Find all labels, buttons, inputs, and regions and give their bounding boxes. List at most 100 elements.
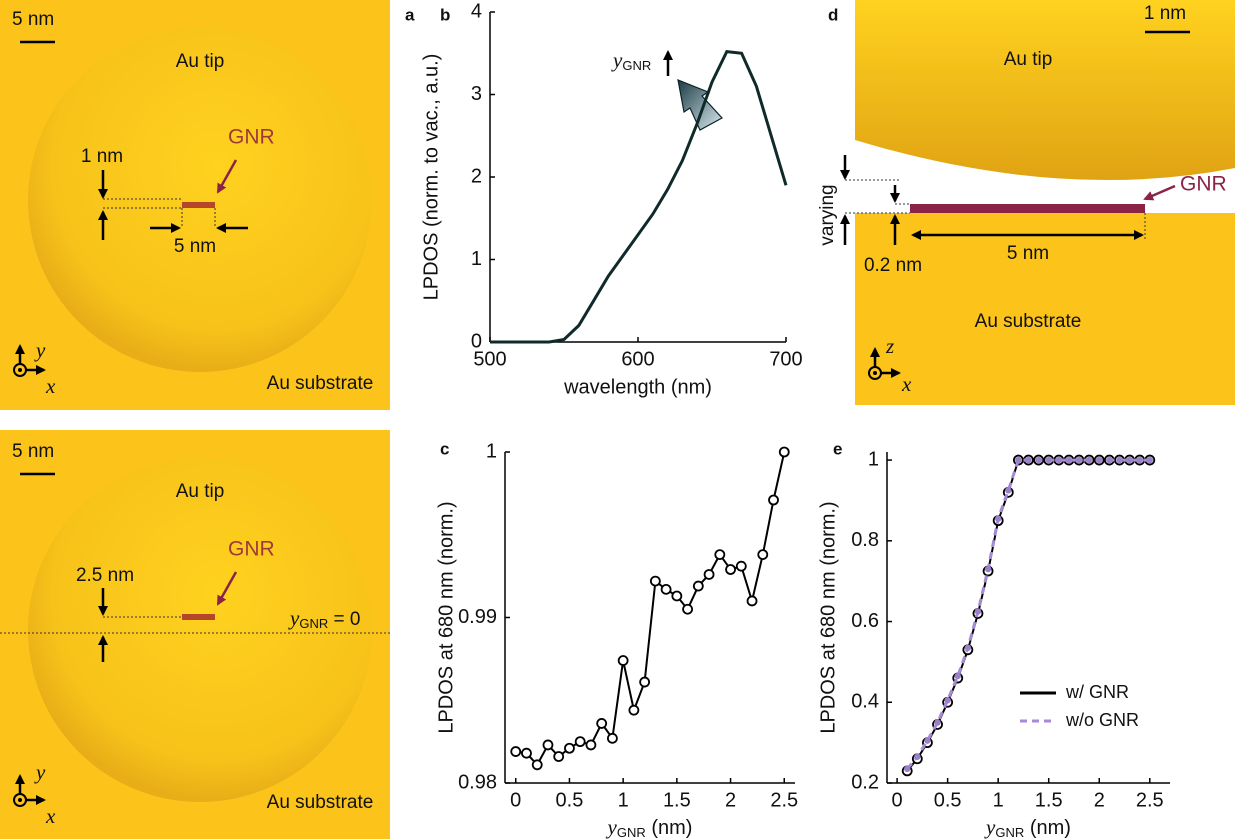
x-tick-label: 2: [725, 789, 736, 811]
gnr-bar: [910, 204, 1145, 213]
axis-origin: [18, 798, 22, 802]
y-tick-label: 0.6: [851, 610, 879, 632]
marker: [757, 549, 769, 561]
tip-label: Au tip: [176, 481, 225, 502]
marker: [596, 718, 608, 729]
panel-label: d: [828, 5, 838, 24]
gnr-arrow: [216, 159, 238, 194]
varying-label: varying: [817, 184, 838, 245]
x-tick-label: 0.5: [556, 789, 584, 811]
marker: [778, 446, 790, 458]
gnr-arrow: [216, 571, 238, 606]
y-tick-label: 0.98: [458, 771, 497, 793]
y-tick-label: 3: [471, 83, 482, 105]
substrate-label: Au substrate: [267, 792, 374, 813]
x-axis-label: yGNR (nm): [606, 815, 693, 839]
tip-label: Au tip: [176, 51, 225, 72]
marker: [692, 580, 704, 592]
marker: [1025, 456, 1032, 464]
marker: [994, 515, 1002, 522]
marker: [1146, 456, 1153, 464]
rest: = 0: [328, 609, 360, 630]
x-tick-label: 2.5: [770, 789, 798, 811]
unit: (nm): [646, 817, 693, 839]
x-tick-label: 600: [621, 348, 654, 370]
trend-arrow: [677, 79, 723, 131]
guides: [845, 179, 1146, 240]
scale-label: 5 nm: [12, 9, 54, 30]
length-label: 5 nm: [1007, 243, 1049, 264]
y-tick-label: 0.4: [851, 691, 879, 713]
x-tick-label: 500: [473, 348, 506, 370]
marker: [1075, 456, 1083, 464]
marker: [521, 747, 532, 759]
substrate: [855, 213, 1235, 405]
axis-x: x: [45, 804, 56, 828]
line: [490, 49, 788, 344]
sub: GNR: [622, 58, 651, 73]
gnr-label: GNR: [228, 126, 275, 149]
marker: [682, 603, 693, 615]
marker: [954, 672, 961, 680]
marker: [904, 765, 911, 773]
y-tick-label: 1: [471, 248, 482, 270]
legend-label: w/o GNR: [1065, 710, 1139, 730]
x-tick-label: 2.5: [1136, 789, 1164, 811]
gap-label: 1 nm: [81, 146, 123, 167]
gnr-bar: [182, 202, 215, 208]
axis-y: y: [34, 760, 46, 784]
panel-label: a: [405, 5, 415, 24]
x-tick-label: 0: [510, 789, 521, 811]
axis-z: z: [885, 334, 894, 358]
marker: [1116, 456, 1123, 464]
marker: [746, 595, 758, 607]
y-tick-label: 0: [471, 330, 482, 352]
marker: [574, 736, 586, 748]
x-tick-label: 0.5: [934, 789, 962, 811]
y-axis-label: LPDOS (norm. to vac., a.u.): [420, 54, 442, 301]
sub: GNR: [299, 616, 328, 631]
sub: GNR: [995, 825, 1024, 839]
marker: [1065, 456, 1073, 464]
marker: [585, 739, 597, 751]
y-tick-label: 1: [868, 448, 879, 470]
var: y: [984, 815, 996, 839]
substrate-label: Au substrate: [975, 311, 1082, 332]
marker: [1055, 456, 1063, 464]
substrate-label: Au substrate: [267, 373, 374, 394]
marker: [768, 494, 779, 506]
marker: [1106, 456, 1113, 464]
marker: [1035, 456, 1042, 464]
marker: [660, 583, 672, 595]
x-tick-label: 700: [769, 348, 802, 370]
x-axis-label: wavelength (nm): [563, 376, 712, 398]
x-axis-label: yGNR (nm): [984, 815, 1071, 839]
y-axis-label: LPDOS at 680 nm (norm.): [817, 501, 839, 733]
marker: [1126, 456, 1133, 464]
var: y: [606, 815, 618, 839]
var: y: [611, 48, 623, 72]
marker: [735, 560, 747, 572]
marker: [914, 753, 921, 760]
scale-label: 5 nm: [12, 441, 54, 462]
x-tick-label: 1.5: [1035, 789, 1063, 811]
y-axis-label: LPDOS at 680 nm (norm.): [435, 501, 457, 733]
panel-label: b: [440, 5, 450, 24]
marker: [617, 655, 629, 666]
tip-label: Au tip: [1004, 49, 1053, 70]
marker: [974, 608, 982, 615]
length-label: 5 nm: [174, 236, 216, 257]
marker: [944, 697, 951, 704]
marker: [607, 732, 618, 744]
x-tick-label: 1: [993, 789, 1004, 811]
axis-origin: [18, 368, 22, 372]
line: [515, 451, 786, 767]
panel-label: e: [833, 439, 842, 458]
tip: [855, 0, 1235, 181]
axis-y: y: [34, 338, 46, 362]
marker: [1045, 456, 1052, 464]
marker: [628, 704, 640, 716]
marker: [553, 751, 565, 762]
y-tick-label: 1: [486, 440, 497, 462]
